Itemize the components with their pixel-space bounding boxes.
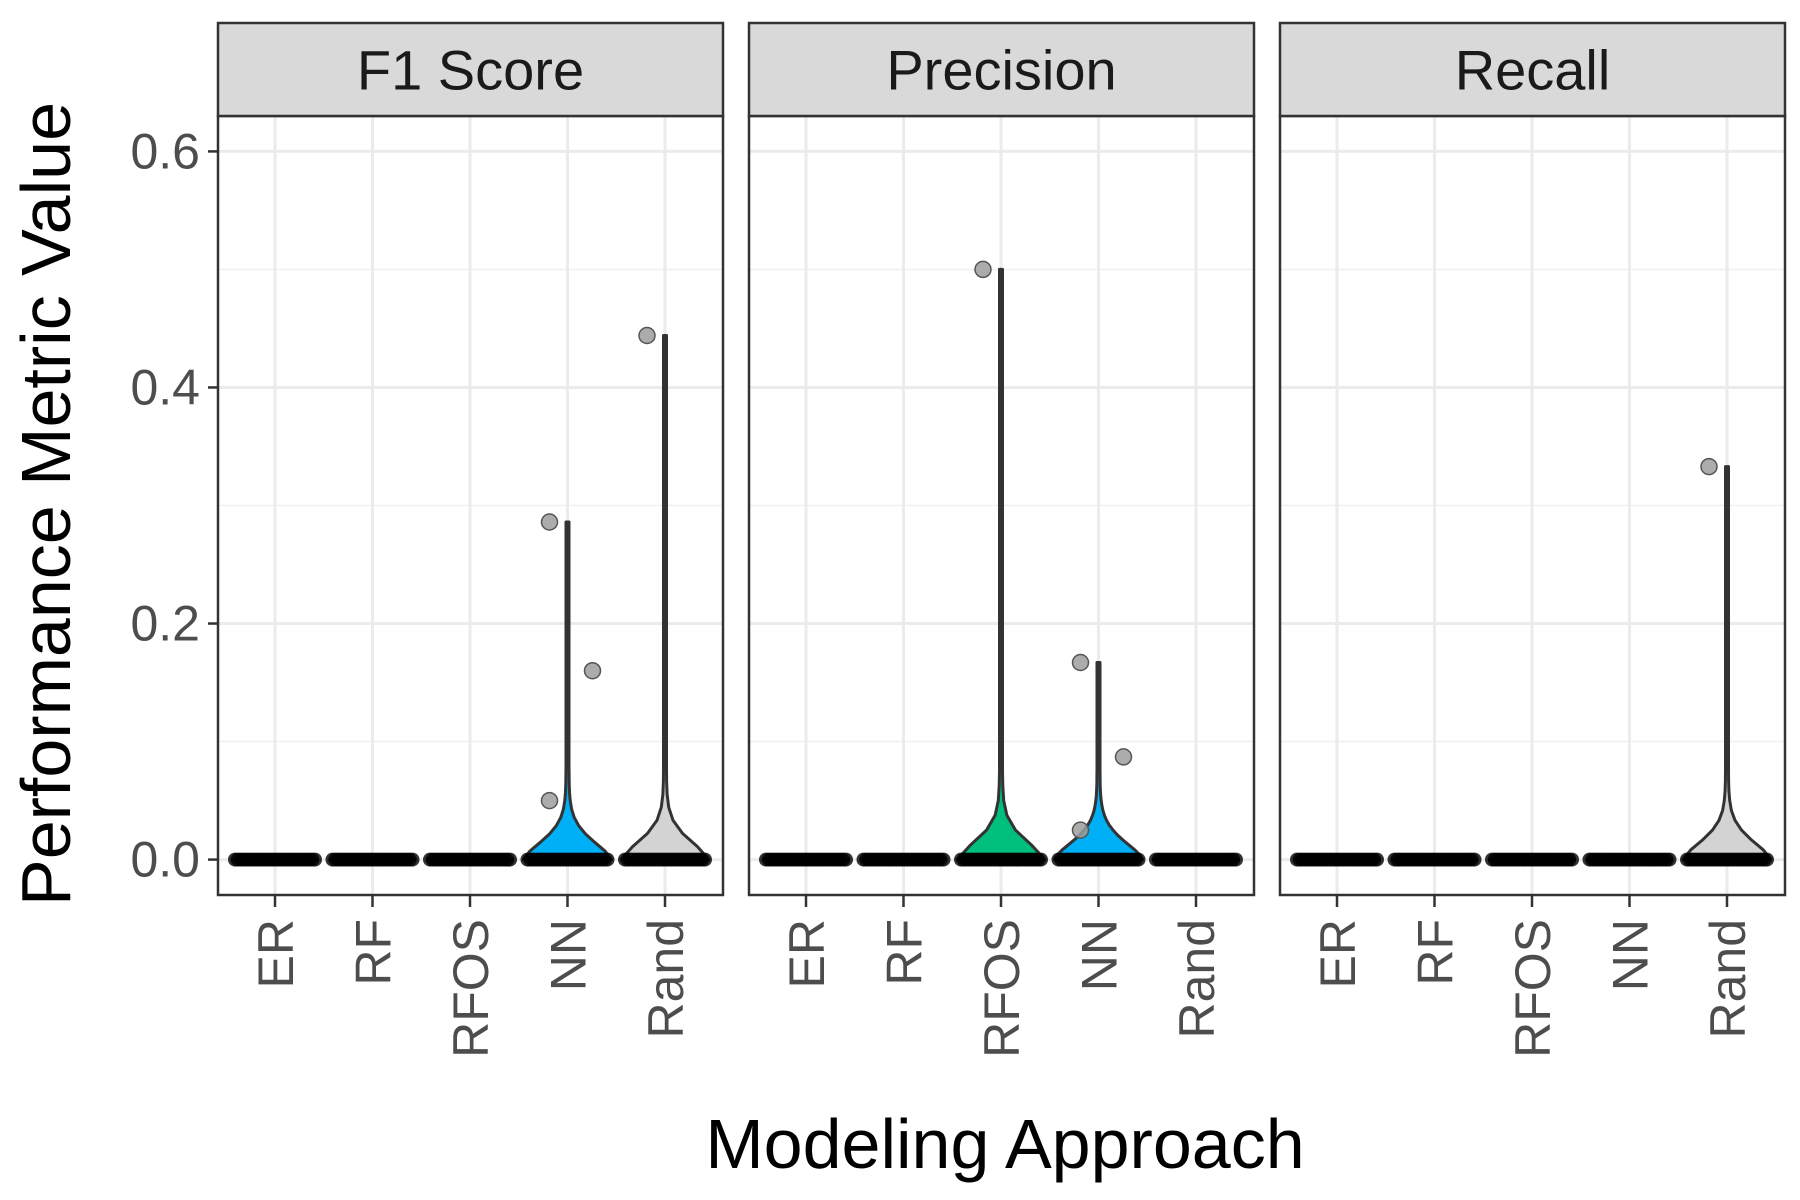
data-point [405, 852, 420, 867]
facet-panel: ER RF RFOS NN Rand Recall [1278, 21, 1787, 1058]
data-point [1071, 821, 1090, 839]
data-point [1034, 852, 1048, 867]
data-point [1131, 852, 1146, 867]
violin-group [1680, 457, 1774, 867]
x-tick-label: RF [877, 919, 933, 986]
violin [955, 267, 1047, 862]
facet-panel: ER RF RFOS NN Rand F1 Score [216, 21, 725, 1058]
data-point [600, 852, 615, 867]
violin-group [954, 260, 1048, 867]
x-tick-label: NN [541, 919, 597, 991]
x-tick-label: ER [779, 919, 835, 988]
violin-group [856, 852, 951, 867]
facet-strip [216, 21, 725, 118]
data-point [839, 852, 853, 867]
violin-group [1485, 852, 1579, 867]
data-point [1565, 852, 1579, 867]
facet-panel: ER RF RFOS NN Rand Precision [747, 21, 1256, 1058]
x-tick-label: RFOS [443, 919, 499, 1058]
data-point [1370, 852, 1384, 867]
facet-title: Precision [886, 39, 1116, 102]
facet-title: Recall [1455, 39, 1611, 102]
data-point [1760, 852, 1774, 867]
violin-group [1290, 852, 1384, 867]
violin-group [423, 852, 517, 867]
violin-group [520, 513, 615, 867]
y-tick-label: 0.4 [130, 359, 200, 415]
data-point [974, 260, 992, 279]
x-tick-label: RF [1408, 919, 1464, 986]
violin [619, 334, 711, 862]
x-tick-label: ER [248, 919, 304, 988]
data-point [308, 852, 322, 867]
y-tick-label: 0.2 [130, 596, 200, 652]
y-tick-label: 0.6 [130, 123, 200, 179]
violin-group [1387, 852, 1482, 867]
x-tick-label: Rand [1700, 919, 1756, 1039]
x-tick-label: Rand [1169, 919, 1225, 1039]
data-point [1071, 653, 1090, 672]
data-point [936, 852, 951, 867]
data-point [583, 661, 602, 680]
x-tick-label: NN [1603, 919, 1659, 991]
data-point [540, 791, 559, 810]
data-point [503, 852, 517, 867]
data-point [1467, 852, 1482, 867]
facet-title: F1 Score [357, 39, 584, 102]
data-point [1700, 457, 1718, 476]
violin [1681, 465, 1773, 862]
y-axis-title: Performance Metric Value [7, 102, 85, 906]
facet-strip [747, 21, 1256, 118]
facet-strip [1278, 21, 1787, 118]
violin-group [759, 852, 853, 867]
violin-group [228, 852, 322, 867]
x-tick-label: Rand [638, 919, 694, 1039]
y-axis: 0.0 0.2 0.4 0.6 [130, 123, 218, 888]
x-tick-label: RFOS [1505, 919, 1561, 1058]
panels: ER RF RFOS NN Rand F1 Score ER RF RFOS NN Rand Prec… [216, 21, 1787, 1058]
x-tick-label: NN [1072, 919, 1128, 991]
violin [522, 520, 613, 862]
data-point [638, 326, 656, 345]
violin-group [1149, 852, 1243, 867]
data-point [540, 513, 559, 531]
data-point [1229, 852, 1243, 867]
x-tick-label: RF [346, 919, 402, 986]
violin-group [1051, 653, 1146, 867]
violin [1053, 661, 1144, 862]
x-tick-label: ER [1310, 919, 1366, 988]
violin-group [1582, 852, 1677, 867]
x-axis-title: Modeling Approach [705, 1105, 1304, 1183]
data-point [1114, 748, 1133, 766]
data-point [698, 852, 712, 867]
violin-group [325, 852, 420, 867]
y-tick-label: 0.0 [130, 832, 200, 888]
x-tick-label: RFOS [974, 919, 1030, 1058]
data-point [1662, 852, 1677, 867]
violin-group [618, 326, 712, 867]
